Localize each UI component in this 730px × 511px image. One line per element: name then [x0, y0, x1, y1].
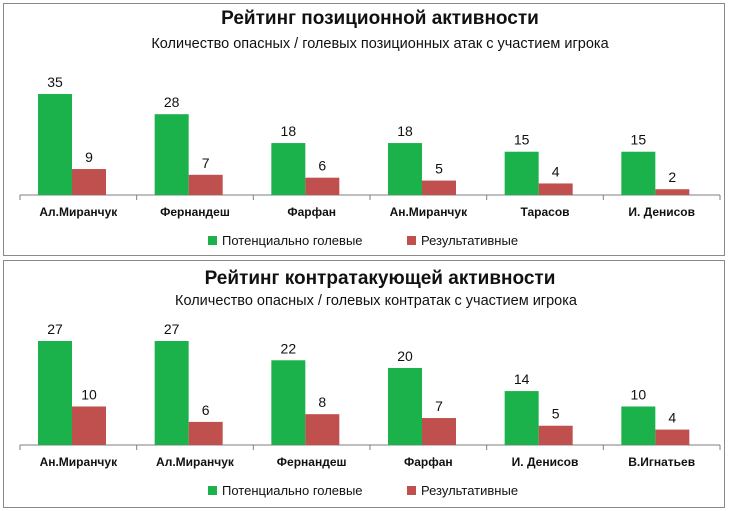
data-label: 7 — [435, 398, 443, 414]
data-label: 20 — [397, 348, 413, 364]
bar-result — [538, 425, 573, 445]
chart-title: Рейтинг контратакующей активности — [205, 268, 556, 289]
data-label: 5 — [552, 406, 560, 422]
bar-potential — [271, 143, 306, 195]
bar-result — [422, 418, 456, 445]
category-label: Ан.Миранчук — [40, 455, 119, 469]
chart-plot-area: 27 10 Ан.Миранчук 27 6 Ал.Миранчук 22 8 Фернанде… — [19, 321, 721, 469]
data-label: 9 — [85, 149, 93, 165]
bar-result — [422, 180, 456, 195]
bar-potential — [271, 360, 306, 445]
bar-potential — [154, 341, 189, 445]
data-label: 18 — [397, 123, 413, 139]
chart-plot-area: 35 9 Ал.Миранчук 28 7 Фернандеш 18 6 Фарфан 18 5 Ан… — [19, 74, 721, 219]
data-label: 15 — [631, 132, 647, 148]
positional-activity-panel — [3, 3, 725, 256]
bar-result — [305, 177, 340, 195]
data-label: 18 — [281, 123, 297, 139]
category-label: И. Денисов — [512, 455, 579, 469]
legend-label-potential: Потенциально голевые — [222, 483, 363, 498]
category-label: Тарасов — [520, 205, 569, 219]
category-label: В.Игнатьев — [628, 455, 695, 469]
data-label: 27 — [164, 321, 180, 337]
category-label: Ал.Миранчук — [39, 205, 118, 219]
chart-title: Рейтинг позиционной активности — [221, 8, 539, 29]
legend-label-result: Результативные — [421, 483, 518, 498]
category-label: Фернандеш — [160, 205, 230, 219]
bar-result — [72, 406, 106, 445]
chart-legend: Потенциально голевые Результативные — [208, 483, 518, 498]
data-label: 15 — [514, 132, 530, 148]
data-label: 10 — [81, 386, 97, 402]
legend-swatch-potential — [208, 486, 217, 495]
legend-label-potential: Потенциально голевые — [222, 233, 363, 248]
bar-result — [655, 429, 690, 445]
data-label: 10 — [631, 386, 647, 402]
chart-subtitle: Количество опасных / голевых позиционных… — [151, 36, 609, 52]
data-label: 14 — [514, 371, 530, 387]
bar-potential — [38, 94, 72, 195]
counterattack-activity-panel — [3, 260, 725, 508]
data-label: 28 — [164, 94, 180, 110]
bar-result — [655, 189, 690, 195]
bar-potential — [154, 114, 189, 195]
data-label: 5 — [435, 161, 443, 177]
bar-potential — [388, 143, 422, 195]
category-label: И. Денисов — [628, 205, 695, 219]
category-label: Ан.Миранчук — [390, 205, 469, 219]
bar-result — [188, 421, 223, 445]
bar-potential — [621, 151, 656, 195]
data-label: 2 — [668, 169, 676, 185]
chart-subtitle: Количество опасных / голевых контратак с… — [175, 293, 578, 309]
category-label: Фарфан — [404, 455, 453, 469]
data-label: 7 — [202, 155, 210, 171]
legend-swatch-potential — [208, 236, 217, 245]
data-label: 4 — [668, 410, 676, 426]
data-label: 35 — [47, 74, 63, 90]
legend-swatch-result — [407, 486, 416, 495]
legend-label-result: Результативные — [421, 233, 518, 248]
bar-potential — [38, 341, 72, 445]
data-label: 4 — [552, 163, 560, 179]
bar-result — [188, 174, 223, 195]
chart-legend: Потенциально голевые Результативные — [208, 233, 518, 248]
data-label: 22 — [281, 340, 297, 356]
data-label: 6 — [202, 402, 210, 418]
bar-potential — [504, 391, 539, 445]
bar-result — [72, 169, 106, 195]
bar-potential — [504, 151, 539, 195]
bar-result — [305, 414, 340, 445]
category-label: Фернандеш — [277, 455, 347, 469]
data-label: 27 — [47, 321, 63, 337]
category-label: Ал.Миранчук — [156, 455, 235, 469]
bar-result — [538, 183, 573, 195]
bar-potential — [388, 367, 422, 445]
data-label: 6 — [318, 158, 326, 174]
legend-swatch-result — [407, 236, 416, 245]
data-label: 8 — [318, 394, 326, 410]
bar-potential — [621, 406, 656, 445]
category-label: Фарфан — [287, 205, 336, 219]
